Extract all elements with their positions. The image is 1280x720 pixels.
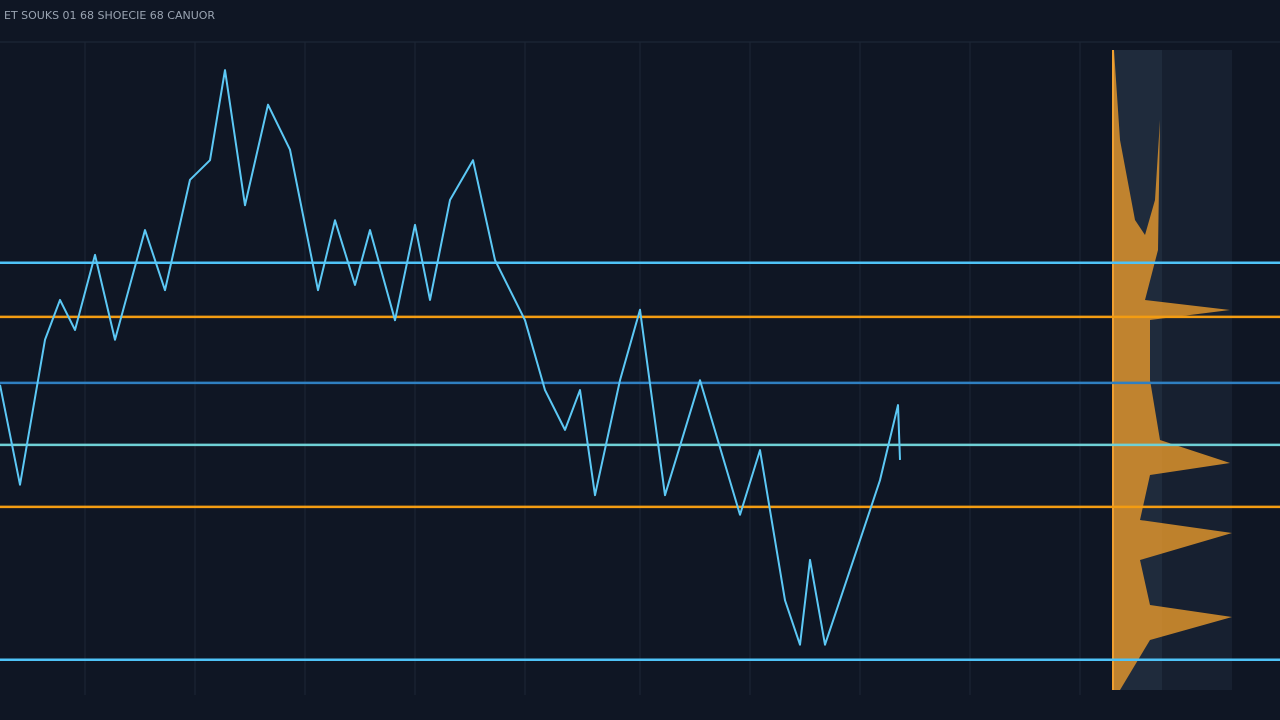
price-line — [0, 69, 901, 646]
profile-panel — [1162, 50, 1232, 690]
volume-profile — [1112, 50, 1232, 690]
chart-title: ET SOUKS 01 68 SHOECIE 68 CANUOR — [4, 9, 215, 22]
profile-shape — [1114, 50, 1232, 690]
